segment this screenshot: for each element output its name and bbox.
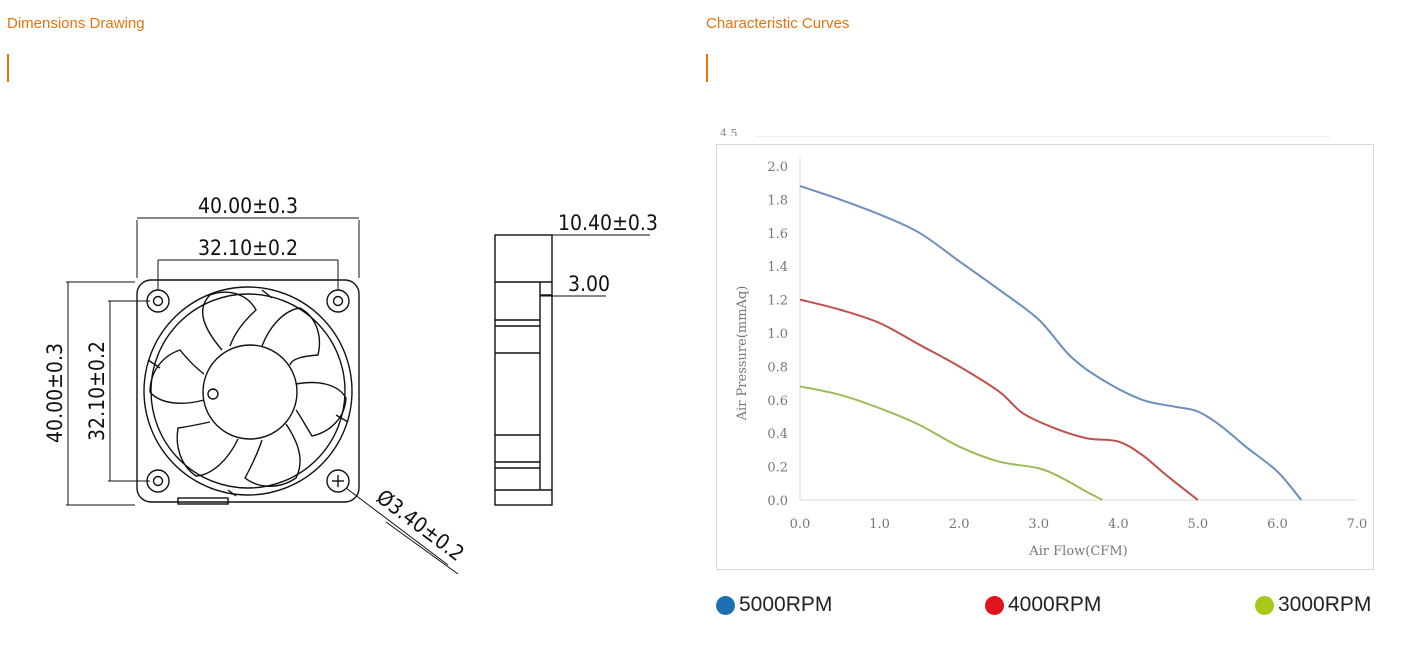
x-tick-label: 7.0 — [1347, 517, 1368, 532]
y-tick-label: 0.6 — [767, 394, 788, 409]
y-tick-label: 1.6 — [767, 227, 788, 242]
y-tick-label: 0.2 — [767, 461, 788, 476]
dim-thickness: 10.40±0.3 — [558, 211, 658, 235]
title-accent-bar — [706, 54, 708, 82]
series-line-4000rpm — [799, 298, 1199, 501]
x-axis-label: Air Flow(CFM) — [1028, 544, 1127, 559]
legend-dot-red — [985, 595, 1004, 615]
dim-hole-diameter: Ø3.40±0.2 — [372, 485, 469, 566]
x-tick-label: 5.0 — [1188, 517, 1209, 532]
mount-hole-bottom-right — [326, 469, 350, 493]
fan-shroud-outer — [143, 286, 353, 496]
dim-height-outer: 40.00±0.3 — [43, 343, 67, 443]
characteristic-curves-chart: 0.0 1.0 2.0 3.0 4.0 5.0 6.0 7.0 0.0 0.2 0.4 0.6 0.8 1… — [735, 158, 1368, 559]
fan-dimensions-drawing: 40.00±0.3 32.10±0.2 40.00±0.3 32.10±0.2 … — [43, 194, 658, 575]
legend-label: 5000RPM — [739, 593, 833, 616]
legend-dot-green — [1255, 595, 1274, 615]
cut-off-label: 4.5 — [720, 128, 738, 136]
title-accent-bar — [7, 54, 9, 82]
y-tick-label: 0.8 — [767, 360, 788, 375]
dim-flange: 3.00 — [568, 272, 610, 296]
mount-hole-top-right — [326, 289, 350, 313]
x-tick-label: 3.0 — [1028, 517, 1049, 532]
x-tick-label: 4.0 — [1108, 517, 1129, 532]
x-tick-label: 1.0 — [869, 517, 890, 532]
legend-dot-blue — [716, 595, 735, 615]
fan-blades — [149, 291, 347, 487]
fan-frame-outline — [136, 279, 360, 503]
y-tick-label: 1.2 — [767, 294, 788, 309]
y-axis-label: Air Pressure(mmAq) — [735, 286, 750, 422]
fan-side-view — [494, 234, 553, 506]
legend-item-5000rpm: 5000RPM — [716, 593, 832, 617]
dimensions-drawing-title: Dimensions Drawing — [7, 15, 145, 32]
y-tick-label: 0.4 — [767, 427, 788, 442]
dim-height-holes: 32.10±0.2 — [85, 341, 109, 441]
y-tick-label: 1.0 — [767, 327, 788, 342]
x-tick-label: 2.0 — [949, 517, 970, 532]
y-tick-label: 1.8 — [767, 193, 788, 208]
y-tick-label: 1.4 — [767, 260, 788, 275]
x-tick-label: 0.0 — [790, 517, 811, 532]
dim-width-outer: 40.00±0.3 — [198, 194, 298, 218]
series-line-5000rpm — [799, 185, 1303, 501]
dim-width-holes: 32.10±0.2 — [198, 236, 298, 260]
series-line-3000rpm — [799, 385, 1103, 501]
mount-hole-bottom-left — [146, 469, 170, 493]
legend-item-3000rpm: 3000RPM — [1255, 593, 1371, 617]
chart-top-rule — [755, 136, 1330, 137]
y-tick-label: 0.0 — [767, 494, 788, 509]
legend-label: 3000RPM — [1278, 593, 1372, 616]
chart-frame — [716, 144, 1374, 570]
x-tick-label: 6.0 — [1267, 517, 1288, 532]
legend-item-4000rpm: 4000RPM — [985, 593, 1101, 617]
fan-hub — [202, 344, 298, 440]
mount-hole-top-left — [146, 289, 170, 313]
legend-label: 4000RPM — [1008, 593, 1102, 616]
y-tick-label: 2.0 — [767, 160, 788, 175]
characteristic-curves-title: Characteristic Curves — [706, 15, 850, 32]
